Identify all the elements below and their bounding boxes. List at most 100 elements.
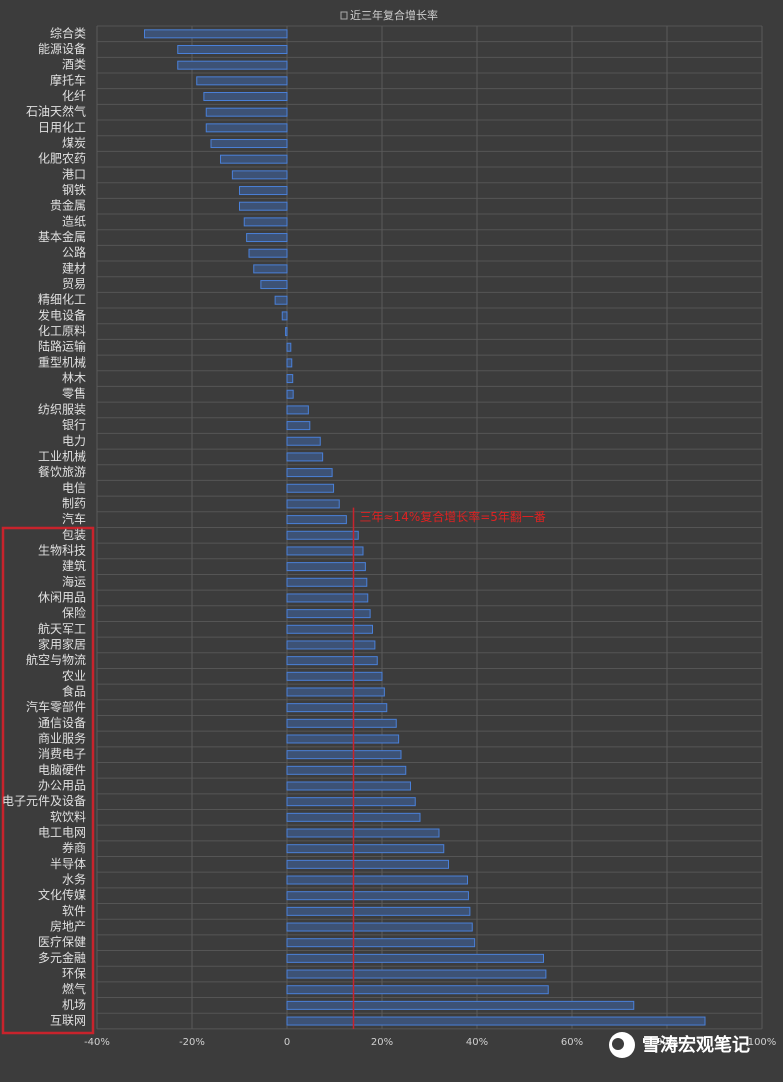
y-tick-label: 建材: [62, 261, 86, 275]
y-tick-label: 通信设备: [38, 716, 86, 730]
bar: [286, 468, 333, 478]
legend-label: 近三年复合增长率: [350, 8, 438, 22]
bar: [286, 671, 383, 681]
bar: [286, 781, 411, 791]
bar: [286, 734, 400, 744]
bar: [286, 640, 376, 650]
y-tick-label: 办公用品: [38, 777, 86, 792]
x-tick-label: 80%: [656, 1037, 678, 1048]
y-tick-label: 半导体: [50, 857, 86, 871]
y-tick-label: 精细化工: [38, 293, 86, 307]
y-tick-label: 煤炭: [62, 136, 86, 150]
y-tick-label: 文化传媒: [38, 887, 86, 902]
y-tick-label: 家用家居: [38, 636, 86, 651]
bar: [286, 969, 547, 979]
bar: [286, 515, 347, 525]
highlight-box: [1, 526, 95, 1035]
bar: [239, 201, 288, 211]
y-tick-label: 化肥农药: [38, 152, 86, 166]
y-tick-label: 软饮料: [50, 810, 86, 824]
bar: [203, 92, 288, 102]
bar: [286, 828, 440, 838]
x-tick-label: -40%: [84, 1037, 110, 1048]
bar: [286, 1000, 635, 1010]
bar: [286, 906, 471, 916]
y-tick-label: 电工电网: [38, 826, 86, 840]
bar: [286, 797, 416, 807]
bar: [286, 530, 359, 540]
bar: [177, 45, 288, 55]
bar: [286, 875, 468, 885]
y-tick-label: 纺织服装: [38, 402, 86, 416]
bar: [144, 29, 288, 39]
bar: [286, 593, 369, 603]
y-tick-label: 林木: [62, 371, 86, 385]
y-tick-label: 食品: [62, 683, 86, 698]
x-tick-label: 0: [284, 1037, 290, 1048]
bar: [286, 718, 397, 728]
y-tick-label: 电信: [62, 481, 86, 495]
bar: [177, 60, 288, 70]
y-tick-label: 基本金属: [38, 229, 86, 244]
bar: [220, 154, 288, 164]
bar: [286, 953, 544, 963]
y-tick-label: 能源设备: [38, 42, 86, 56]
y-tick-label: 航天军工: [38, 621, 86, 636]
bar: [286, 452, 324, 462]
bar: [286, 938, 476, 948]
y-tick-label: 零售: [62, 386, 86, 401]
bar: [274, 295, 288, 305]
x-tick-label: 20%: [371, 1037, 393, 1048]
bar: [281, 311, 288, 321]
bar: [286, 624, 373, 634]
watermark: 雪涛宏观笔记: [642, 1034, 750, 1056]
y-tick-label: 消费电子: [38, 747, 86, 761]
y-tick-label: 石油天然气: [26, 104, 86, 119]
bar: [286, 358, 293, 368]
y-tick-label: 电力: [62, 434, 86, 448]
y-tick-label: 商业服务: [38, 730, 86, 745]
y-tick-label: 包装: [62, 528, 86, 542]
y-tick-label: 银行: [62, 418, 86, 432]
y-tick-label: 休闲用品: [38, 590, 86, 604]
bar: [286, 750, 402, 760]
y-tick-label: 汽车零部件: [26, 699, 86, 714]
bar: [205, 107, 288, 117]
y-tick-label: 餐饮旅游: [38, 464, 86, 479]
y-tick-label: 互联网: [50, 1014, 86, 1028]
bar: [286, 609, 371, 619]
bar: [286, 844, 445, 854]
y-tick-label: 环保: [62, 967, 86, 981]
bar: [286, 483, 335, 493]
y-tick-label: 建筑: [62, 558, 86, 573]
y-tick-label: 工业机械: [38, 448, 86, 463]
bar: [286, 985, 549, 995]
bar: [260, 280, 288, 290]
y-tick-label: 公路: [62, 245, 86, 260]
y-tick-label: 房地产: [50, 919, 86, 934]
y-tick-label: 医疗保健: [38, 935, 86, 949]
y-tick-label: 陆路运输: [38, 339, 86, 354]
y-tick-label: 电脑硬件: [38, 763, 86, 777]
bar: [286, 389, 294, 399]
bar: [286, 859, 449, 869]
y-tick-label: 贸易: [62, 277, 86, 291]
y-tick-label: 贵金属: [50, 198, 86, 213]
bar: [285, 327, 288, 337]
y-tick-label: 航空与物流: [26, 652, 86, 667]
bar: [286, 922, 473, 932]
y-tick-label: 综合类: [50, 25, 86, 40]
y-tick-label: 软件: [62, 904, 86, 918]
y-tick-label: 摩托车: [50, 72, 86, 87]
bar: [231, 170, 288, 180]
bar: [286, 374, 294, 384]
bar: [286, 405, 309, 415]
bar: [246, 233, 288, 243]
bar: [286, 577, 368, 587]
x-tick-label: 100%: [748, 1037, 777, 1048]
x-tick-label: -20%: [179, 1037, 205, 1048]
y-tick-label: 海运: [62, 574, 86, 589]
y-tick-label: 港口: [62, 167, 86, 181]
